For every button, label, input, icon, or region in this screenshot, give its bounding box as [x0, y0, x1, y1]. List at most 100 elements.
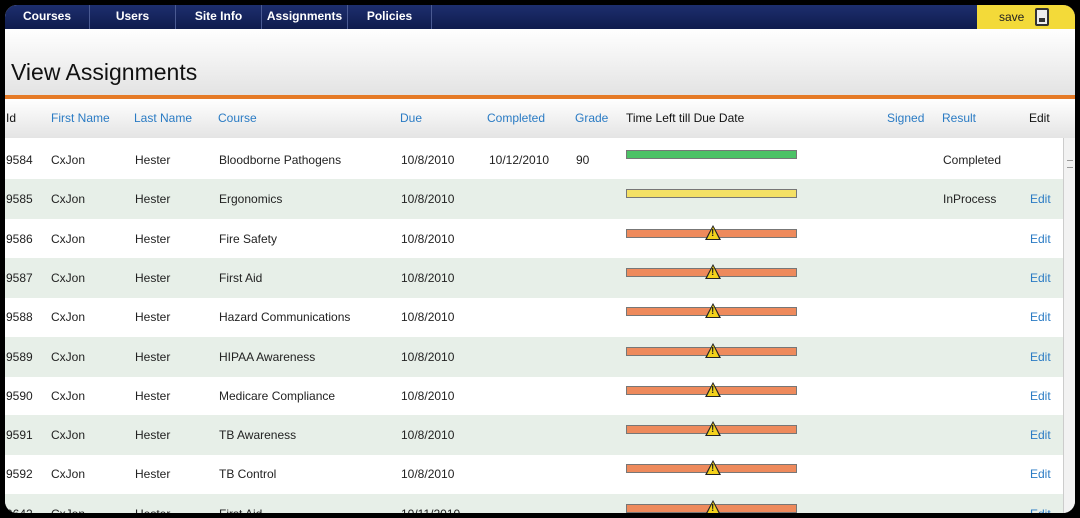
cell-due: 10/8/2010 — [401, 388, 455, 403]
cell-course: TB Awareness — [219, 428, 297, 443]
cell-due: 10/8/2010 — [401, 153, 455, 167]
cell-id: 9590 — [6, 388, 33, 403]
cell-last-name: Hester — [135, 428, 171, 443]
edit-link[interactable]: Edit — [1030, 192, 1051, 207]
column-first-name[interactable]: First Name — [51, 111, 110, 125]
nav-policies[interactable]: Policies — [348, 5, 432, 29]
cell-first-name: CxJon — [51, 231, 86, 246]
cell-last-name: Hester — [135, 270, 171, 285]
cell-last-name: Hester — [135, 388, 171, 403]
table-row: 9588 CxJon Hester Hazard Communications 10/8… — [5, 297, 1063, 337]
edit-link[interactable]: Edit — [1030, 270, 1051, 285]
time-left-bar — [626, 189, 797, 199]
column-id[interactable]: Id — [6, 111, 17, 125]
scroll-grip-icon — [1067, 160, 1073, 168]
header-divider — [5, 95, 1075, 99]
save-label: save — [999, 10, 1025, 24]
cell-course: TB Control — [219, 467, 277, 482]
cell-due: 10/8/2010 — [401, 192, 455, 207]
cell-course: First Aid — [219, 507, 262, 513]
cell-last-name: Hester — [135, 153, 171, 167]
cell-first-name: CxJon — [51, 349, 86, 364]
cell-id: 9584 — [6, 153, 33, 167]
cell-first-name: CxJon — [51, 428, 86, 443]
cell-id: 9591 — [6, 428, 33, 443]
cell-first-name: CxJon — [51, 507, 85, 513]
table-row: 9642 CxJon Hester First Aid 10/11/2010 Edit — [5, 493, 1063, 513]
table-row: 9584 CxJon Hester Bloodborne Pathogens 10/8/… — [5, 140, 1063, 180]
cell-due: 10/11/2010 — [401, 507, 460, 513]
table-row: 9589 CxJon Hester HIPAA Awareness 10/8/2010 E… — [5, 336, 1063, 377]
table-row: 9586 CxJon Hester Fire Safety 10/8/2010 Edit — [5, 219, 1063, 259]
cell-first-name: CxJon — [51, 310, 86, 325]
cell-last-name: Hester — [135, 467, 171, 482]
cell-due: 10/8/2010 — [401, 310, 455, 325]
warning-icon — [705, 499, 721, 513]
page-title: View Assignments — [11, 59, 198, 85]
edit-link[interactable]: Edit — [1030, 231, 1051, 246]
column-course[interactable]: Course — [218, 111, 257, 125]
vertical-scrollbar[interactable] — [1063, 138, 1075, 513]
edit-link[interactable]: Edit — [1030, 349, 1051, 364]
cell-course: Ergonomics — [219, 192, 283, 207]
edit-link[interactable]: Edit — [1030, 507, 1051, 513]
cell-last-name: Hester — [135, 349, 171, 364]
cell-id: 9587 — [6, 270, 33, 285]
cell-last-name: Hester — [135, 507, 170, 513]
cell-due: 10/8/2010 — [401, 270, 455, 285]
table-row: 9585 CxJon Hester Ergonomics 10/8/2010 InProc… — [5, 179, 1063, 220]
table-row: 9591 CxJon Hester TB Awareness 10/8/2010 Edit — [5, 415, 1063, 456]
cell-grade: 90 — [576, 153, 590, 167]
cell-first-name: CxJon — [51, 388, 86, 403]
table-row: 9590 CxJon Hester Medicare Compliance 10/8/2… — [5, 376, 1063, 416]
cell-due: 10/8/2010 — [401, 467, 455, 482]
cell-completed: 10/12/2010 — [489, 153, 550, 167]
edit-link[interactable]: Edit — [1030, 310, 1051, 325]
cell-last-name: Hester — [135, 231, 171, 246]
warning-icon — [705, 342, 721, 358]
column-grade[interactable]: Grade — [575, 111, 609, 125]
cell-first-name: CxJon — [51, 270, 86, 285]
table-header: Id First Name Last Name Course Due Compl… — [5, 99, 1075, 138]
nav-courses[interactable]: Courses — [5, 5, 90, 29]
column-completed[interactable]: Completed — [487, 111, 546, 125]
save-button[interactable]: save — [977, 5, 1075, 29]
nav-site-info[interactable]: Site Info — [176, 5, 262, 29]
edit-link[interactable]: Edit — [1030, 428, 1051, 443]
cell-course: Bloodborne Pathogens — [219, 153, 342, 167]
cell-result: InProcess — [943, 192, 997, 207]
cell-first-name: CxJon — [51, 467, 86, 482]
column-due[interactable]: Due — [400, 111, 423, 125]
warning-icon — [705, 263, 721, 279]
cell-due: 10/8/2010 — [401, 428, 455, 443]
cell-result: Completed — [943, 153, 1002, 167]
edit-link[interactable]: Edit — [1030, 467, 1051, 482]
warning-icon — [705, 421, 721, 437]
page-header: View Assignments — [5, 29, 1075, 97]
column-result[interactable]: Result — [942, 111, 977, 125]
cell-first-name: CxJon — [51, 192, 86, 207]
cell-last-name: Hester — [135, 310, 171, 325]
table-row: 9587 CxJon Hester First Aid 10/8/2010 Edit — [5, 257, 1063, 298]
floppy-disk-icon — [1035, 8, 1049, 26]
nav-users[interactable]: Users — [90, 5, 176, 29]
cell-course: First Aid — [219, 270, 263, 285]
cell-course: Fire Safety — [219, 231, 278, 246]
warning-icon — [705, 381, 721, 397]
cell-id: 9589 — [6, 349, 33, 364]
time-left-bar — [626, 150, 797, 159]
warning-icon — [705, 303, 721, 319]
cell-id: 9586 — [6, 231, 33, 246]
column-signed[interactable]: Signed — [887, 111, 925, 125]
warning-icon — [705, 224, 721, 240]
cell-id: 9642 — [6, 507, 33, 513]
column-edit: Edit — [1029, 111, 1050, 125]
column-last-name[interactable]: Last Name — [134, 111, 193, 125]
nav-assignments[interactable]: Assignments — [262, 5, 348, 29]
cell-course: Hazard Communications — [219, 310, 351, 325]
warning-icon — [705, 460, 721, 476]
cell-id: 9585 — [6, 192, 33, 207]
cell-id: 9588 — [6, 310, 33, 325]
edit-link[interactable]: Edit — [1030, 388, 1051, 403]
app-window: Courses Users Site Info Assignments Poli… — [5, 5, 1075, 513]
